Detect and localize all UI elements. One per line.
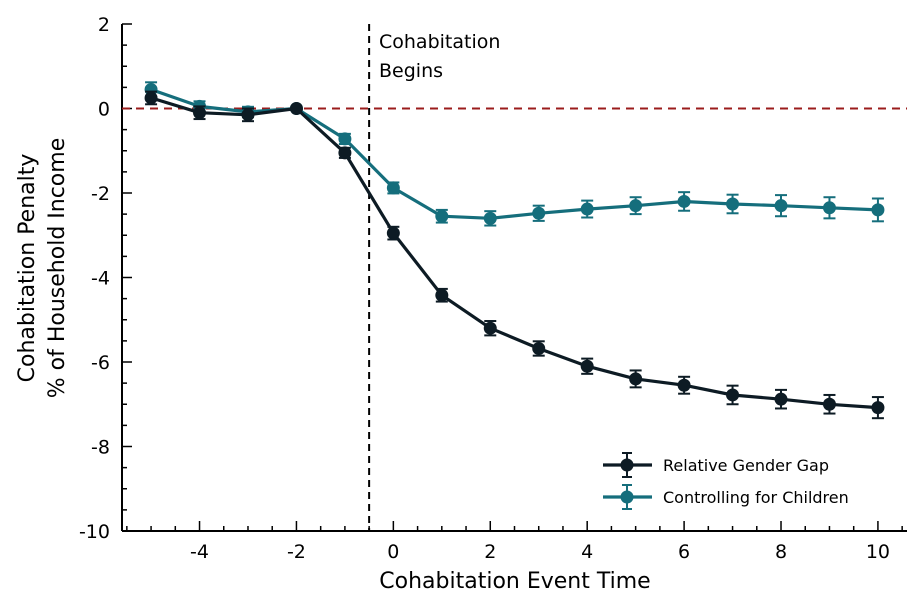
axes: 2 0 -2 -4 -6 -8 -10 -4 -2 0 2 4 6 8 10 [79,14,907,563]
y-axis-title-line1: Cohabitation Penalty [15,154,40,383]
data-point [629,372,643,386]
x-tick-label: -4 [190,541,209,563]
data-point [435,288,449,302]
data-point [338,132,352,146]
x-axis-title: Cohabitation Event Time [379,569,650,594]
legend-marker [620,490,634,504]
data-point [386,181,400,195]
y-tick-label: 0 [98,99,110,121]
legend: Relative Gender Gap Controlling for Child… [603,452,849,510]
data-point [726,388,740,402]
x-tick-label: -2 [287,541,306,563]
data-point [289,102,303,115]
y-tick-label: 2 [98,14,110,36]
legend-entry: Controlling for Children [603,484,849,510]
data-point [338,146,352,160]
data-point [193,106,207,120]
data-point [532,206,546,220]
x-tick-label: 0 [387,541,399,563]
data-point [677,194,691,208]
data-point [483,211,497,225]
y-tick-label: -8 [91,437,110,459]
legend-label: Controlling for Children [663,488,849,507]
x-tick-label: 10 [866,541,890,563]
legend-entry: Relative Gender Gap [603,452,829,478]
legend-marker [620,458,634,472]
data-point [871,203,885,217]
legend-label: Relative Gender Gap [663,456,829,475]
annotation-line2: Begins [379,60,443,82]
x-tick-label: 4 [581,541,593,563]
reference-lines [122,24,907,531]
data-point [822,397,836,411]
data-point [726,197,740,211]
x-tick-label: 8 [775,541,787,563]
y-tick-label: -2 [91,183,110,205]
data-point [483,321,497,335]
y-tick-label: -6 [91,352,110,374]
y-tick-label: -4 [91,268,110,290]
data-point [241,108,255,122]
data-point [774,392,788,406]
data-point [629,199,643,213]
data-point [580,202,594,216]
data-point [532,341,546,355]
series-controlling-for-children [144,81,885,227]
data-point [677,378,691,392]
x-tick-label: 6 [678,541,690,563]
series-line [150,96,879,410]
data-point [774,199,788,213]
y-tick-label: -10 [79,521,110,543]
data-point [386,226,400,240]
y-axis-title-line2: % of Household Income [45,138,70,398]
x-tick-label: 2 [484,541,496,563]
data-point [871,401,885,415]
data-point [822,201,836,215]
y-axis-title: Cohabitation Penalty % of Household Inco… [15,138,70,398]
data-point [435,209,449,223]
data-point [144,91,158,105]
data-point [580,359,594,373]
series-relative-gender-gap [144,90,885,420]
annotation-line1: Cohabitation [379,31,500,53]
series-layer [144,81,885,420]
